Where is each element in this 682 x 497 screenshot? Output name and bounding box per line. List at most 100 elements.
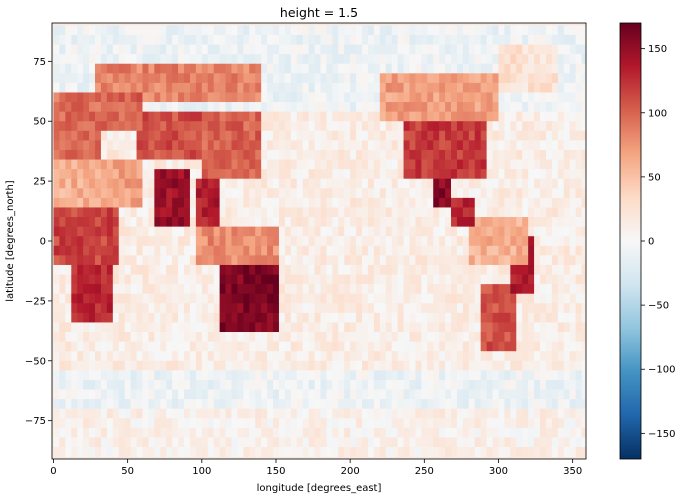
heatmap-cell xyxy=(291,351,297,361)
heatmap-cell xyxy=(320,64,326,74)
heatmap-cell xyxy=(172,409,178,419)
heatmap-cell xyxy=(291,64,297,74)
heatmap-cell xyxy=(570,140,576,150)
heatmap-cell xyxy=(131,102,137,112)
heatmap-cell xyxy=(160,370,166,380)
heatmap-cell xyxy=(125,409,131,419)
heatmap-cell xyxy=(190,409,196,419)
heatmap-cell xyxy=(303,25,309,35)
heatmap-cell xyxy=(65,54,71,64)
heatmap-cell xyxy=(386,188,392,198)
heatmap-cell xyxy=(77,380,83,390)
heatmap-cell xyxy=(469,102,475,112)
heatmap-cell xyxy=(249,35,255,45)
heatmap-cell xyxy=(368,275,374,285)
heatmap-cell xyxy=(463,25,469,35)
heatmap-cell xyxy=(356,265,362,275)
heatmap-cell xyxy=(498,102,504,112)
heatmap-cell xyxy=(540,83,546,93)
heatmap-cell xyxy=(142,207,148,217)
heatmap-cell xyxy=(231,265,237,275)
heatmap-cell xyxy=(107,131,113,141)
heatmap-cell xyxy=(196,275,202,285)
heatmap-cell xyxy=(487,150,493,160)
heatmap-cell xyxy=(380,447,386,457)
heatmap-cell xyxy=(380,179,386,189)
heatmap-cell xyxy=(475,275,481,285)
heatmap-cell xyxy=(439,361,445,371)
heatmap-cell xyxy=(427,160,433,170)
heatmap-cell xyxy=(570,399,576,409)
heatmap-cell xyxy=(237,131,243,141)
heatmap-cell xyxy=(404,131,410,141)
heatmap-cell xyxy=(190,169,196,179)
heatmap-cell xyxy=(439,255,445,265)
heatmap-cell xyxy=(214,179,220,189)
heatmap-cell xyxy=(421,112,427,122)
heatmap-cell xyxy=(457,303,463,313)
heatmap-cell xyxy=(421,140,427,150)
heatmap-cell xyxy=(457,447,463,457)
heatmap-cell xyxy=(344,102,350,112)
heatmap-cell xyxy=(540,160,546,170)
heatmap-cell xyxy=(481,255,487,265)
heatmap-cell xyxy=(338,428,344,438)
heatmap-cell xyxy=(190,188,196,198)
heatmap-cell xyxy=(463,160,469,170)
heatmap-cell xyxy=(231,342,237,352)
heatmap-cell xyxy=(315,409,321,419)
heatmap-cell xyxy=(261,255,267,265)
heatmap-cell xyxy=(451,217,457,227)
heatmap-cell xyxy=(481,150,487,160)
heatmap-cell xyxy=(392,361,398,371)
heatmap-cell xyxy=(463,92,469,102)
heatmap-cell xyxy=(178,255,184,265)
heatmap-cell xyxy=(421,160,427,170)
heatmap-cell xyxy=(374,73,380,83)
heatmap-cell xyxy=(415,112,421,122)
heatmap-cell xyxy=(534,342,540,352)
heatmap-cell xyxy=(237,447,243,457)
heatmap-cell xyxy=(214,246,220,256)
heatmap-cell xyxy=(510,313,516,323)
heatmap-cell xyxy=(119,361,125,371)
heatmap-cell xyxy=(231,246,237,256)
heatmap-cell xyxy=(374,390,380,400)
heatmap-cell xyxy=(142,275,148,285)
heatmap-cell xyxy=(131,131,137,141)
heatmap-cell xyxy=(255,140,261,150)
heatmap-cell xyxy=(427,246,433,256)
heatmap-cell xyxy=(409,351,415,361)
heatmap-cell xyxy=(582,160,588,170)
heatmap-cell xyxy=(427,370,433,380)
heatmap-cell xyxy=(475,409,481,419)
heatmap-cell xyxy=(237,303,243,313)
heatmap-cell xyxy=(546,188,552,198)
heatmap-cell xyxy=(101,447,107,457)
heatmap-cell xyxy=(202,83,208,93)
heatmap-cell xyxy=(113,150,119,160)
heatmap-cell xyxy=(220,418,226,428)
heatmap-cell xyxy=(231,303,237,313)
heatmap-cell xyxy=(285,102,291,112)
heatmap-cell xyxy=(184,121,190,131)
heatmap-cell xyxy=(131,207,137,217)
heatmap-cell xyxy=(493,236,499,246)
heatmap-cell xyxy=(148,284,154,294)
heatmap-cell xyxy=(534,322,540,332)
heatmap-cell xyxy=(243,73,249,83)
heatmap-cell xyxy=(457,294,463,304)
heatmap-cell xyxy=(315,217,321,227)
heatmap-cell xyxy=(184,179,190,189)
chart-title: height = 1.5 xyxy=(280,5,358,20)
heatmap-cell xyxy=(220,140,226,150)
heatmap-cell xyxy=(297,160,303,170)
heatmap-cell xyxy=(350,150,356,160)
heatmap-cell xyxy=(427,275,433,285)
heatmap-cell xyxy=(95,399,101,409)
heatmap-cell xyxy=(59,313,65,323)
heatmap-cell xyxy=(528,102,534,112)
heatmap-cell xyxy=(481,399,487,409)
heatmap-cell xyxy=(332,265,338,275)
heatmap-cell xyxy=(59,169,65,179)
